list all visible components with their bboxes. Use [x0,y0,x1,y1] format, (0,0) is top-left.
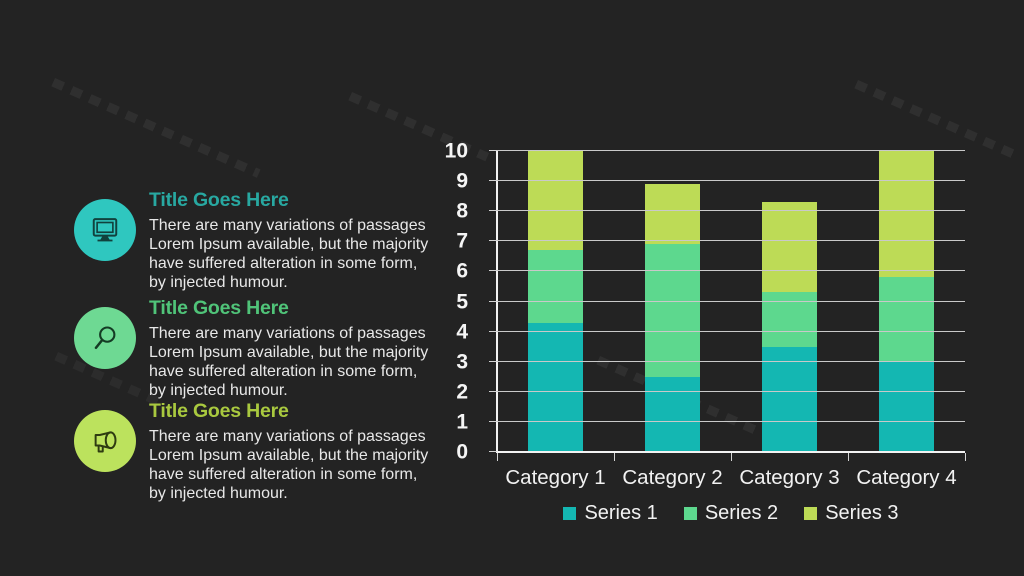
bar-segment [762,202,817,293]
gridline [497,330,965,332]
info-item-1: Title Goes Here There are many variation… [74,189,469,292]
legend-swatch [563,507,577,520]
info-item-3: Title Goes Here There are many variation… [74,400,469,503]
monitor-icon [74,199,136,261]
legend-item: Series 2 [683,502,779,525]
x-axis-labels: Category 1 Category 2 Category 3 Category 4 [497,466,965,490]
y-axis-tick [489,300,497,302]
stacked-bar-2 [645,151,700,452]
info-body-1: There are many variations of passages Lo… [149,217,429,291]
gridline [497,420,965,422]
bar-segment [762,346,817,452]
stacked-bar-1 [528,151,583,452]
info-title-3: Title Goes Here [149,400,289,422]
gridline [497,150,965,151]
x-axis-tick [497,453,498,461]
watermark [854,80,1018,160]
gridline [497,300,965,302]
x-axis-category-label: Category 4 [856,466,957,489]
gridline [497,240,965,242]
y-axis-tick [489,180,497,182]
category-cell [497,151,614,452]
magnifier-icon [74,307,136,369]
y-axis-tick-label: 5 [456,290,468,313]
gridline [497,360,965,362]
bar-segment [879,277,934,362]
y-axis-tick-label: 6 [456,259,468,283]
y-axis-tick-label: 0 [456,440,468,464]
y-axis-tick-label: 7 [456,229,468,253]
bar-segment [528,250,583,323]
y-axis-tick-label: 4 [456,320,468,344]
y-axis-tick [489,330,497,332]
info-body-2: There are many variations of passages Lo… [149,325,429,399]
bar-segment [645,244,700,377]
bar-segment [645,376,700,452]
megaphone-icon [74,410,136,472]
gridline [497,270,965,272]
info-item-2: Title Goes Here There are many variation… [74,297,469,400]
watermark [51,78,261,178]
info-body-3: There are many variations of passages Lo… [149,428,429,502]
y-axis-tick [489,451,497,452]
info-text-2: Title Goes Here There are many variation… [149,297,469,400]
stacked-bar-4 [879,151,934,452]
info-title-1: Title Goes Here [149,189,289,211]
bars-row [497,151,965,452]
y-axis-tick-label: 3 [456,350,468,374]
bar-segment [528,322,583,452]
legend-swatch [804,507,818,520]
y-axis-tick [489,390,497,392]
bar-segment [762,292,817,347]
y-axis-tick [489,270,497,272]
y-axis-tick [489,210,497,212]
bar-segment [645,184,700,245]
x-axis-category-label: Category 1 [505,466,606,489]
gridline [497,390,965,392]
x-axis-category-label: Category 2 [622,466,723,489]
y-axis-tick [489,240,497,242]
gridline [497,210,965,212]
legend-label: Series 1 [584,502,658,524]
legend-swatch [683,507,697,520]
category-cell [848,151,965,452]
bar-segment [879,151,934,278]
y-axis-tick-label: 2 [456,380,468,404]
legend-item: Series 1 [563,502,658,525]
info-text-1: Title Goes Here There are many variation… [149,189,469,292]
category-cell [614,151,731,452]
category-cell [731,151,848,452]
bar-segment [879,361,934,452]
y-axis-tick-label: 10 [444,139,468,163]
y-axis-tick-label: 9 [456,169,468,193]
x-axis-line [496,451,965,453]
info-title-2: Title Goes Here [149,297,289,319]
y-axis-line [496,151,498,452]
y-axis-tick-label: 8 [456,199,468,223]
y-axis-tick [489,150,497,151]
x-axis-tick [614,453,615,461]
x-axis-tick [731,453,732,461]
info-text-3: Title Goes Here There are many variation… [149,400,469,503]
x-axis-category-label: Category 3 [739,466,840,489]
y-axis-tick [489,420,497,422]
legend-label: Series 2 [704,502,779,524]
legend-item: Series 3 [804,502,899,525]
x-axis-tick [965,453,966,461]
gridline [497,180,965,182]
chart-legend: Series 1 Series 2 Series 3 [497,502,965,525]
y-axis-labels: 0 1 2 3 4 5 6 7 8 9 10 [420,141,484,463]
y-axis-tick [489,360,497,362]
x-axis-tick [848,453,849,461]
legend-label: Series 3 [825,502,899,524]
stacked-bar-3 [762,151,817,452]
bar-segment [528,151,583,251]
chart-plot [489,150,966,461]
y-axis-tick-label: 1 [456,410,468,434]
